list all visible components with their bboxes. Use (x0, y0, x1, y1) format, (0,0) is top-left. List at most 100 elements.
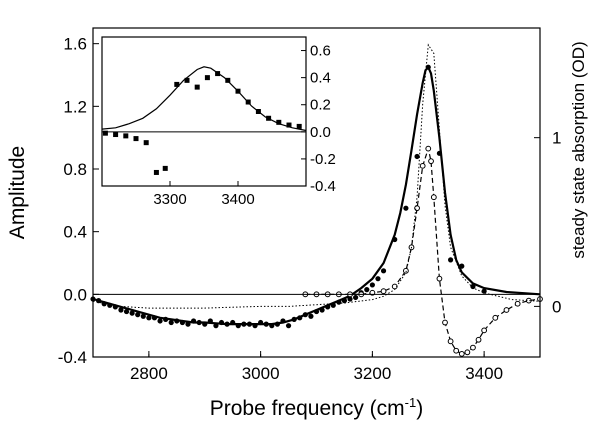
main-plot: 2800 3000 3200 3400 -0.40.00.40.81.21.6 01 … (6, 27, 588, 420)
inset-series-1-point (102, 130, 108, 136)
series-1-point (241, 321, 247, 327)
series-1-point (425, 64, 431, 70)
inset-series-1-point (276, 119, 282, 125)
x-axis-title-close: ) (416, 397, 423, 420)
series-1-point (129, 310, 135, 316)
series-1-point (263, 321, 269, 327)
y-tick-label: 0.8 (63, 160, 87, 179)
inset-series-1-point (255, 109, 261, 114)
inset-series-1-point (204, 75, 210, 81)
x-tick-label: 3200 (353, 364, 391, 383)
main-y-ticks: -0.4 0.0 0.4 0.8 1.2 1.6 (58, 35, 99, 367)
series-1-point (274, 321, 280, 327)
x-tick-label: 3000 (242, 364, 280, 383)
series-2-point (475, 336, 482, 343)
main-plot-frame (92, 27, 541, 358)
series-1-point (157, 318, 163, 324)
series-2-point (380, 288, 387, 295)
series-2-line (305, 146, 541, 355)
series-2-point (503, 307, 510, 313)
series-1-point (269, 323, 275, 329)
series-1-point (207, 318, 213, 324)
series-2-point (464, 349, 471, 356)
inset-series-1-point (194, 84, 200, 90)
inset-series-1-point (133, 136, 139, 142)
series-1-point (174, 318, 180, 324)
series-2-point (428, 158, 434, 165)
inset-y-tick-label: 0.0 (310, 124, 331, 141)
inset-y-tick-label: 0.2 (310, 97, 331, 114)
series-1-point (179, 319, 185, 326)
series-1-point (123, 308, 130, 315)
inset-series-1-point (225, 77, 231, 83)
series-1-point (118, 307, 124, 313)
y-tick-label: 1.2 (63, 97, 87, 116)
series-1-point (112, 304, 118, 310)
series-1-point (285, 323, 292, 329)
series-1-point (448, 257, 454, 263)
inset-series-1-point (153, 169, 159, 175)
inset-series-1-point (245, 99, 251, 105)
y2-tick-label: 1 (552, 129, 561, 148)
inset-plot: 3300 3400 -0.4 -0.2 0.0 0.2 0.4 0.6 (101, 36, 336, 208)
inset-series-1-point (184, 77, 190, 83)
series-1-point (163, 316, 169, 322)
series-1-point (280, 318, 286, 324)
inset-series-1-point (143, 140, 149, 146)
series-1-point (364, 287, 370, 293)
inset-y-ticks: -0.4 -0.2 0.0 0.2 0.4 0.6 (301, 43, 336, 195)
inset-series-1-point (113, 132, 119, 138)
series-1-point (140, 313, 146, 319)
series-2-point (419, 162, 426, 169)
inset-series-1-point (162, 165, 168, 171)
inset-series-1-point (296, 123, 302, 129)
series-1-point (235, 323, 241, 329)
inset-y-tick-label: 0.4 (310, 70, 331, 87)
inset-frame (101, 36, 307, 187)
inset-x-ticks: 3300 3400 (153, 181, 255, 208)
series-1-point (459, 263, 465, 269)
inset-x-tick-label: 3300 (153, 191, 186, 208)
series-1-point (190, 318, 197, 324)
series-1-point (336, 299, 342, 305)
series-1-point (341, 298, 348, 304)
series-1-point (414, 153, 420, 160)
inset-series-1-point (123, 133, 129, 139)
series-2-point (425, 145, 432, 152)
inset-y-tick-label: 0.6 (310, 43, 331, 60)
y2-axis-title: steady state absorption (OD) (569, 41, 588, 258)
x-axis-title-text: Probe frequency (cm (210, 397, 405, 420)
inset-series-1-point (215, 71, 221, 77)
y-tick-label: -0.4 (58, 348, 87, 367)
y-axis-title: Amplitude (6, 146, 29, 239)
y-tick-label: 0.4 (63, 223, 87, 242)
series-1-point (308, 313, 314, 319)
series-1-point (230, 319, 236, 326)
series-1-point (436, 150, 443, 156)
y-tick-label: 1.6 (63, 35, 87, 54)
inset-series-layer (101, 66, 307, 175)
inset-background (102, 37, 306, 186)
series-2-point (492, 314, 499, 321)
series-1-point (347, 296, 353, 302)
series-1-point (146, 315, 152, 321)
x-axis-title: Probe frequency (cm-1) (210, 395, 423, 420)
series-1-point (481, 288, 487, 294)
series-2-point (430, 194, 437, 201)
main-y2-ticks: 01 (534, 129, 561, 316)
series-1-point (353, 294, 359, 301)
series-1-point (302, 312, 308, 318)
series-2-point (514, 300, 521, 307)
series-1-point (151, 315, 158, 321)
series-1-point (218, 319, 225, 326)
series-1-point (392, 236, 398, 243)
inset-series-1-point (235, 88, 241, 94)
series-1-point (319, 307, 325, 313)
series-1-point (403, 205, 409, 211)
inset-series-1-point (266, 115, 272, 121)
series-2-point (458, 350, 465, 357)
series-1-point (369, 282, 375, 288)
series-1-point (258, 319, 264, 326)
series-1-point (224, 321, 230, 327)
